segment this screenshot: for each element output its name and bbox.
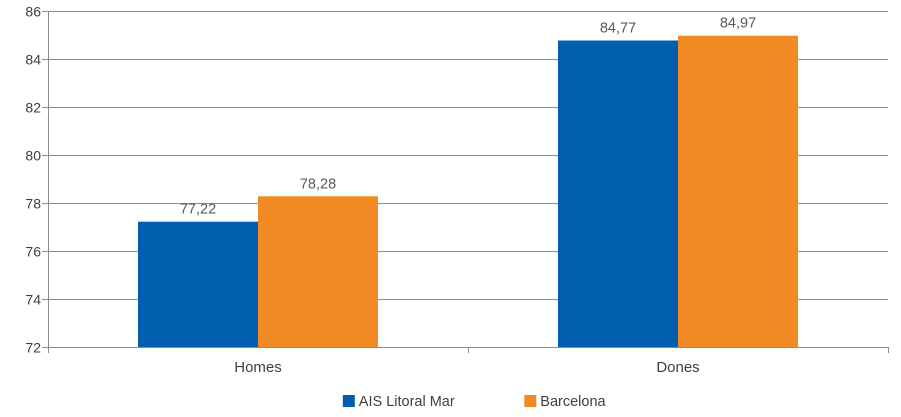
y-tick-label-76: 76	[25, 244, 41, 260]
y-tick-label-86: 86	[25, 4, 41, 20]
bars	[138, 35, 798, 348]
x-category-label-dones: Dones	[656, 359, 699, 376]
legend-label-ais-litoral-mar: AIS Litoral Mar	[359, 394, 455, 410]
axes: 72 74 76 78 80 82 84 86 Homes Dones	[25, 4, 889, 376]
data-label-homes-barcelona: 78,28	[300, 176, 336, 192]
y-tick-label-82: 82	[25, 100, 41, 116]
data-label-homes-ais-litoral-mar: 77,22	[180, 202, 216, 218]
legend-label-barcelona: Barcelona	[540, 394, 606, 410]
bar-homes-barcelona	[258, 196, 378, 347]
y-tick-label-74: 74	[25, 292, 41, 308]
y-tick-label-78: 78	[25, 196, 41, 212]
bar-dones-barcelona	[678, 35, 798, 347]
data-label-dones-barcelona: 84,97	[720, 16, 756, 32]
bar-dones-ais-litoral-mar	[558, 40, 678, 348]
bar-homes-ais-litoral-mar	[138, 221, 258, 347]
legend: AIS Litoral Mar Barcelona	[342, 394, 607, 410]
y-tick-label-84: 84	[25, 52, 41, 68]
legend-swatch-ais-litoral-mar	[342, 395, 355, 407]
legend-swatch-barcelona	[524, 395, 537, 407]
data-label-dones-ais-litoral-mar: 84,77	[600, 21, 636, 37]
data-labels: 77,22 78,28 84,77 84,97	[180, 16, 756, 218]
y-tick-label-72: 72	[25, 340, 41, 356]
x-category-label-homes: Homes	[234, 359, 282, 376]
y-tick-label-80: 80	[25, 148, 41, 164]
